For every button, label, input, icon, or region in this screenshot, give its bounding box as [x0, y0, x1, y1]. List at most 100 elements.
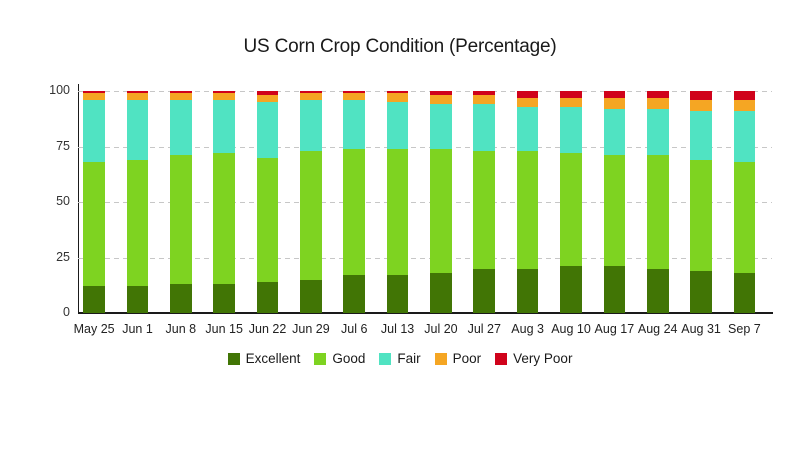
bar-segment-poor[interactable]: [300, 93, 322, 100]
bar-stack-may-25[interactable]: [83, 91, 105, 313]
bar-segment-excellent[interactable]: [126, 286, 149, 313]
bar-segment-excellent[interactable]: [213, 284, 236, 313]
bar-stack-jun-1[interactable]: [126, 91, 149, 313]
bar-segment-excellent[interactable]: [300, 279, 322, 313]
bar-stack-jun-15[interactable]: [213, 91, 236, 313]
bar-segment-good[interactable]: [646, 155, 669, 269]
bar-segment-very-poor[interactable]: [83, 91, 105, 94]
bar-segment-excellent[interactable]: [560, 266, 582, 313]
bar-segment-poor[interactable]: [126, 93, 149, 100]
bar-stack-aug-17[interactable]: [603, 91, 626, 313]
bar-segment-very-poor[interactable]: [646, 91, 669, 98]
bar-segment-good[interactable]: [126, 159, 149, 287]
bar-segment-excellent[interactable]: [170, 284, 192, 313]
bar-segment-fair[interactable]: [126, 99, 149, 160]
bar-segment-very-poor[interactable]: [733, 91, 756, 100]
bar-segment-poor[interactable]: [516, 97, 539, 107]
bar-segment-good[interactable]: [83, 162, 105, 287]
bar-stack-jun-8[interactable]: [170, 91, 192, 313]
legend-item-very-poor[interactable]: Very Poor: [495, 351, 572, 366]
bar-segment-good[interactable]: [343, 148, 366, 276]
bar-segment-fair[interactable]: [603, 108, 626, 156]
bar-segment-fair[interactable]: [560, 106, 582, 154]
bar-segment-poor[interactable]: [83, 93, 105, 100]
bar-segment-very-poor[interactable]: [430, 91, 452, 96]
legend-item-good[interactable]: Good: [314, 351, 365, 366]
legend-item-fair[interactable]: Fair: [379, 351, 421, 366]
bar-stack-aug-24[interactable]: [646, 91, 669, 313]
bar-segment-very-poor[interactable]: [560, 91, 582, 98]
bar-segment-very-poor[interactable]: [343, 91, 366, 94]
bar-segment-very-poor[interactable]: [126, 91, 149, 94]
legend-item-poor[interactable]: Poor: [434, 351, 481, 366]
bar-segment-excellent[interactable]: [690, 270, 712, 313]
bar-segment-fair[interactable]: [473, 104, 496, 151]
bar-segment-very-poor[interactable]: [386, 91, 409, 94]
bar-segment-fair[interactable]: [386, 102, 409, 149]
bar-segment-fair[interactable]: [690, 111, 712, 160]
bar-segment-good[interactable]: [386, 148, 409, 276]
bar-segment-good[interactable]: [256, 157, 279, 282]
bar-segment-poor[interactable]: [733, 99, 756, 111]
bar-segment-good[interactable]: [560, 153, 582, 267]
bar-stack-jul-27[interactable]: [473, 91, 496, 313]
bar-segment-very-poor[interactable]: [170, 91, 192, 94]
bar-segment-very-poor[interactable]: [213, 91, 236, 94]
bar-segment-good[interactable]: [300, 150, 322, 280]
bar-segment-poor[interactable]: [560, 97, 582, 107]
bar-segment-very-poor[interactable]: [516, 91, 539, 98]
bar-segment-poor[interactable]: [213, 93, 236, 100]
bar-segment-poor[interactable]: [646, 97, 669, 109]
bar-segment-poor[interactable]: [430, 95, 452, 105]
bar-segment-excellent[interactable]: [733, 273, 756, 313]
bar-segment-excellent[interactable]: [473, 268, 496, 313]
bar-segment-fair[interactable]: [430, 104, 452, 149]
bar-segment-very-poor[interactable]: [690, 91, 712, 100]
bar-stack-aug-10[interactable]: [560, 91, 582, 313]
bar-segment-very-poor[interactable]: [603, 91, 626, 98]
bar-segment-good[interactable]: [170, 155, 192, 285]
bar-segment-fair[interactable]: [300, 99, 322, 151]
bar-stack-jun-22[interactable]: [256, 91, 279, 313]
bar-segment-excellent[interactable]: [646, 268, 669, 313]
bar-segment-poor[interactable]: [690, 99, 712, 111]
bar-segment-poor[interactable]: [473, 95, 496, 105]
bar-segment-excellent[interactable]: [386, 275, 409, 313]
bar-segment-excellent[interactable]: [343, 275, 366, 313]
bar-segment-fair[interactable]: [213, 99, 236, 154]
bar-segment-fair[interactable]: [646, 108, 669, 156]
bar-segment-poor[interactable]: [603, 97, 626, 109]
bar-segment-good[interactable]: [430, 148, 452, 274]
bar-segment-excellent[interactable]: [516, 268, 539, 313]
bar-segment-poor[interactable]: [386, 93, 409, 103]
bar-segment-poor[interactable]: [256, 95, 279, 103]
bar-segment-good[interactable]: [603, 155, 626, 267]
bar-stack-sep-7[interactable]: [733, 91, 756, 313]
bar-segment-good[interactable]: [473, 150, 496, 269]
legend-item-excellent[interactable]: Excellent: [227, 351, 300, 366]
bar-segment-fair[interactable]: [256, 102, 279, 158]
bar-stack-jul-13[interactable]: [386, 91, 409, 313]
bar-segment-very-poor[interactable]: [300, 91, 322, 94]
bar-segment-good[interactable]: [733, 162, 756, 274]
bar-stack-jul-6[interactable]: [343, 91, 366, 313]
bar-segment-fair[interactable]: [83, 99, 105, 163]
bar-segment-excellent[interactable]: [603, 266, 626, 313]
bar-segment-excellent[interactable]: [256, 281, 279, 313]
bar-stack-aug-31[interactable]: [690, 91, 712, 313]
bar-segment-very-poor[interactable]: [473, 91, 496, 96]
bar-segment-excellent[interactable]: [83, 286, 105, 313]
bar-segment-fair[interactable]: [343, 99, 366, 149]
bar-segment-good[interactable]: [690, 159, 712, 271]
bar-segment-poor[interactable]: [170, 93, 192, 100]
bar-segment-excellent[interactable]: [430, 273, 452, 313]
bar-stack-aug-3[interactable]: [516, 91, 539, 313]
bar-segment-good[interactable]: [213, 153, 236, 285]
bar-segment-good[interactable]: [516, 150, 539, 269]
bar-segment-fair[interactable]: [516, 106, 539, 151]
bar-stack-jul-20[interactable]: [430, 91, 452, 313]
bar-segment-very-poor[interactable]: [256, 91, 279, 96]
bar-segment-fair[interactable]: [170, 99, 192, 156]
bar-segment-poor[interactable]: [343, 93, 366, 100]
bar-stack-jun-29[interactable]: [300, 91, 322, 313]
